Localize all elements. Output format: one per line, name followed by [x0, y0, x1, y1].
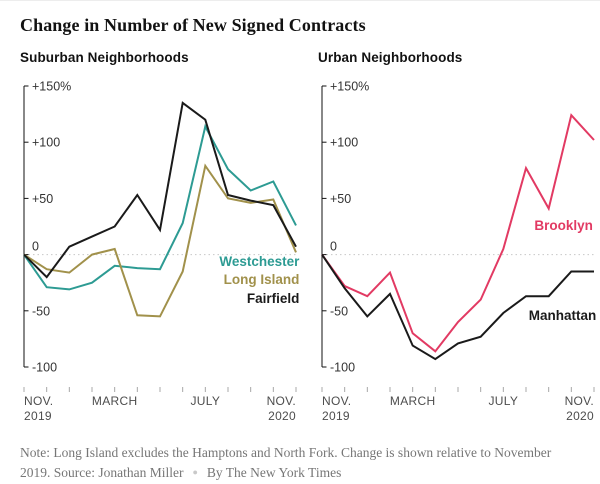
- footer-note-line2: 2019. Source: Jonathan Miller ● By The New…: [20, 463, 580, 483]
- svg-text:2019: 2019: [322, 409, 350, 423]
- svg-text:2020: 2020: [268, 409, 296, 423]
- svg-text:+100: +100: [330, 136, 358, 150]
- svg-text:-100: -100: [330, 361, 355, 375]
- suburban-panel-title: Suburban Neighborhoods: [20, 50, 189, 65]
- svg-text:-100: -100: [32, 361, 57, 375]
- svg-text:+100: +100: [32, 136, 60, 150]
- svg-text:Brooklyn: Brooklyn: [534, 218, 593, 233]
- svg-text:0: 0: [330, 240, 337, 254]
- svg-text:Fairfield: Fairfield: [247, 291, 300, 306]
- svg-text:-50: -50: [330, 304, 348, 318]
- chart-panels: Suburban Neighborhoods +150% +100 +50 0 -50 -…: [20, 50, 596, 429]
- svg-text:Manhattan: Manhattan: [529, 308, 597, 323]
- svg-text:NOV.: NOV.: [24, 394, 53, 408]
- svg-text:NOV.: NOV.: [322, 394, 351, 408]
- svg-text:NOV.: NOV.: [565, 394, 594, 408]
- svg-text:+50: +50: [32, 192, 53, 206]
- suburban-panel: Suburban Neighborhoods +150% +100 +50 0 -50 -…: [20, 50, 302, 429]
- svg-text:MARCH: MARCH: [92, 394, 138, 408]
- svg-text:+150%: +150%: [32, 80, 71, 94]
- urban-panel: Urban Neighborhoods +150% +100 +50 0 -50 -100…: [318, 50, 600, 429]
- svg-text:Long Island: Long Island: [224, 272, 300, 287]
- svg-text:+50: +50: [330, 192, 351, 206]
- footer-note-line1: Note: Long Island excludes the Hamptons …: [20, 445, 552, 460]
- svg-text:2020: 2020: [566, 409, 594, 423]
- footer-note: Note: Long Island excludes the Hamptons …: [20, 443, 580, 484]
- svg-text:+150%: +150%: [330, 80, 369, 94]
- svg-text:MARCH: MARCH: [390, 394, 436, 408]
- page-title: Change in Number of New Signed Contracts: [20, 15, 366, 35]
- svg-text:NOV.: NOV.: [267, 394, 296, 408]
- svg-text:JULY: JULY: [191, 394, 221, 408]
- svg-text:2019: 2019: [24, 409, 52, 423]
- footer-byline: By The New York Times: [206, 465, 342, 481]
- svg-text:JULY: JULY: [489, 394, 519, 408]
- svg-text:-50: -50: [32, 304, 50, 318]
- svg-text:0: 0: [32, 240, 39, 254]
- svg-text:Westchester: Westchester: [219, 254, 300, 269]
- urban-panel-title: Urban Neighborhoods: [318, 50, 463, 65]
- footer-source: 2019. Source: Jonathan Miller: [20, 465, 184, 481]
- separator-dot-icon: ●: [192, 467, 198, 478]
